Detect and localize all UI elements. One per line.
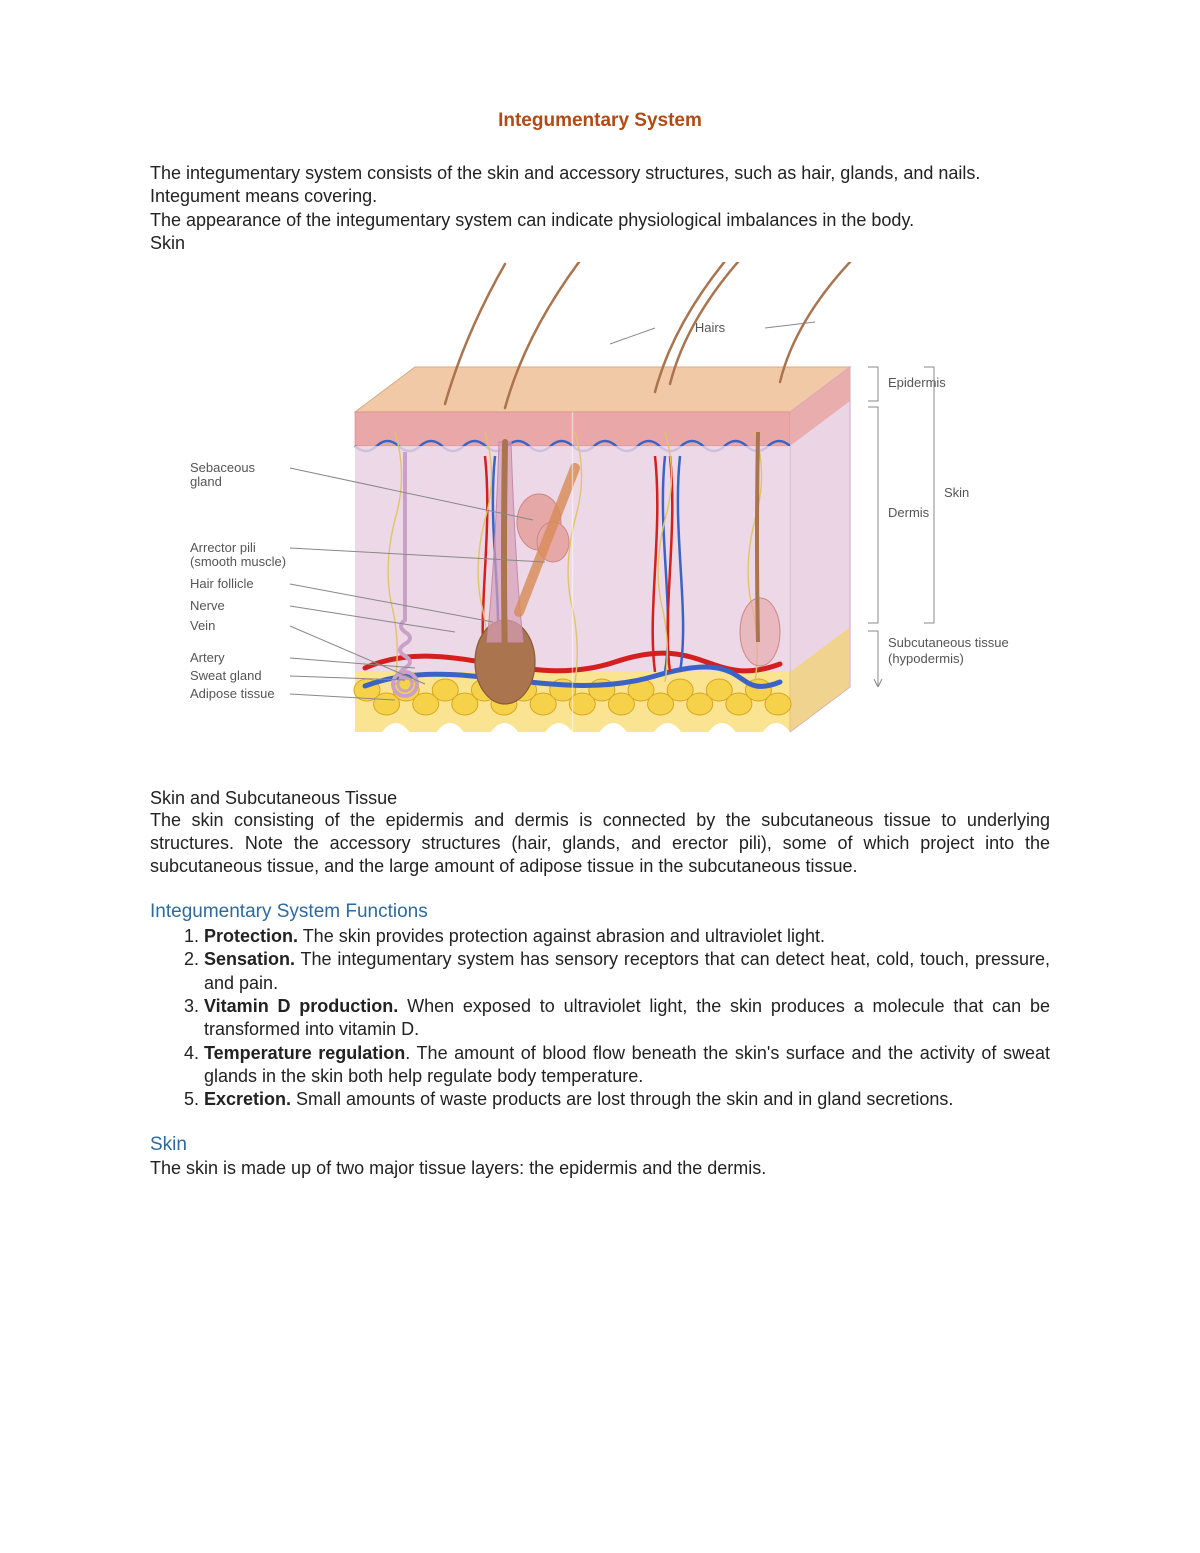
function-item-3: Vitamin D production. When exposed to ul… — [204, 995, 1050, 1042]
svg-text:(hypodermis): (hypodermis) — [888, 651, 964, 666]
figure-caption-title: Skin and Subcutaneous Tissue — [150, 788, 1050, 809]
functions-heading: Integumentary System Functions — [150, 901, 1050, 923]
svg-text:Hair follicle: Hair follicle — [190, 576, 254, 591]
svg-text:Adipose tissue: Adipose tissue — [190, 686, 275, 701]
intro-block: The integumentary system consists of the… — [150, 162, 1050, 256]
svg-text:Subcutaneous tissue: Subcutaneous tissue — [888, 635, 1009, 650]
svg-text:Arrector pili(smooth muscle): Arrector pili(smooth muscle) — [190, 540, 286, 569]
function-item-1: Protection. The skin provides protection… — [204, 925, 1050, 948]
svg-text:Hairs: Hairs — [695, 320, 726, 335]
intro-line-4: Skin — [150, 232, 1050, 255]
svg-text:Dermis: Dermis — [888, 505, 930, 520]
svg-text:Sebaceousgland: Sebaceousgland — [190, 460, 256, 489]
function-item-4: Temperature regulation. The amount of bl… — [204, 1042, 1050, 1089]
skin-heading: Skin — [150, 1134, 1050, 1156]
skin-diagram: Hairs Sebaceousgland Arrector pili(smooth … — [150, 262, 1050, 782]
page-title: Integumentary System — [150, 110, 1050, 132]
svg-text:Nerve: Nerve — [190, 598, 225, 613]
function-item-2: Sensation. The integumentary system has … — [204, 948, 1050, 995]
svg-text:Vein: Vein — [190, 618, 215, 633]
skin-body-text: The skin is made up of two major tissue … — [150, 1158, 1050, 1179]
intro-line-3: The appearance of the integumentary syst… — [150, 209, 1050, 232]
figure-caption-body: The skin consisting of the epidermis and… — [150, 809, 1050, 879]
intro-line-2: Integument means covering. — [150, 185, 1050, 208]
skin-diagram-svg: Hairs Sebaceousgland Arrector pili(smooth … — [150, 262, 1050, 782]
svg-text:Epidermis: Epidermis — [888, 375, 946, 390]
svg-text:Sweat gland: Sweat gland — [190, 668, 262, 683]
intro-line-1: The integumentary system consists of the… — [150, 162, 1050, 185]
function-item-5: Excretion. Small amounts of waste produc… — [204, 1088, 1050, 1111]
svg-text:Artery: Artery — [190, 650, 225, 665]
svg-text:Skin: Skin — [944, 485, 969, 500]
functions-list: Protection. The skin provides protection… — [150, 925, 1050, 1112]
document-page: Integumentary System The integumentary s… — [0, 0, 1200, 1553]
